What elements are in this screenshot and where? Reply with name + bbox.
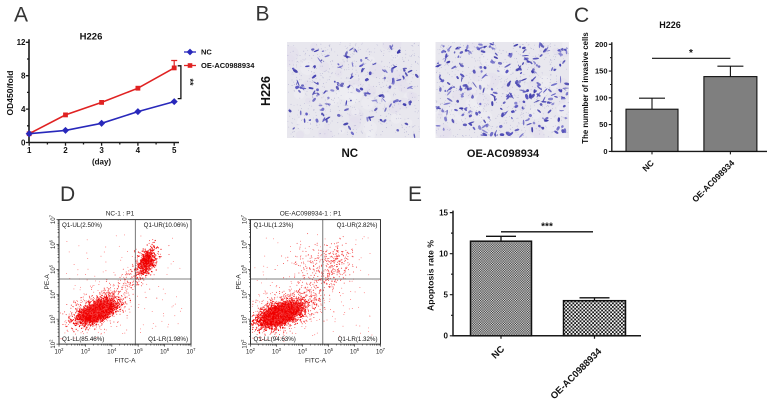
svg-text:C: C bbox=[574, 4, 589, 27]
svg-text:106: 106 bbox=[49, 239, 58, 249]
svg-text:FITC-A: FITC-A bbox=[115, 358, 137, 365]
svg-text:Q1-UR(10.06%): Q1-UR(10.06%) bbox=[144, 222, 188, 229]
svg-text:15: 15 bbox=[439, 208, 448, 217]
svg-text:105: 105 bbox=[240, 264, 249, 274]
svg-text:104: 104 bbox=[49, 289, 58, 299]
svg-text:103: 103 bbox=[81, 347, 91, 356]
svg-text:NC-1 : P1: NC-1 : P1 bbox=[106, 211, 135, 218]
svg-text:Q1-UL(1.23%): Q1-UL(1.23%) bbox=[254, 222, 294, 229]
svg-text:10: 10 bbox=[439, 250, 448, 259]
svg-text:PE-A: PE-A bbox=[44, 274, 51, 290]
svg-text:3: 3 bbox=[99, 146, 104, 155]
svg-text:107: 107 bbox=[376, 347, 386, 356]
svg-text:4: 4 bbox=[21, 105, 26, 114]
svg-text:50: 50 bbox=[599, 120, 607, 129]
svg-text:The nunmber of invasive cells: The nunmber of invasive cells bbox=[581, 32, 590, 144]
svg-text:4: 4 bbox=[136, 146, 141, 155]
svg-text:H226: H226 bbox=[80, 32, 103, 43]
svg-text:Apoptosis rate %: Apoptosis rate % bbox=[426, 240, 436, 311]
svg-text:107: 107 bbox=[240, 214, 249, 224]
svg-text:OE-AC098934: OE-AC098934 bbox=[467, 148, 540, 160]
svg-text:8: 8 bbox=[21, 72, 26, 81]
svg-text:150: 150 bbox=[595, 67, 608, 76]
svg-text:2: 2 bbox=[63, 146, 68, 155]
svg-text:PE-A: PE-A bbox=[236, 274, 243, 290]
svg-text:A: A bbox=[14, 4, 28, 27]
svg-text:E: E bbox=[408, 183, 422, 206]
svg-text:102: 102 bbox=[49, 339, 58, 349]
svg-text:OE-AC098934-1 : P1: OE-AC098934-1 : P1 bbox=[280, 211, 342, 218]
svg-text:107: 107 bbox=[186, 347, 196, 356]
svg-text:5: 5 bbox=[172, 146, 177, 155]
svg-text:106: 106 bbox=[160, 347, 170, 356]
svg-text:104: 104 bbox=[240, 289, 249, 299]
svg-text:103: 103 bbox=[49, 314, 58, 324]
svg-text:104: 104 bbox=[298, 347, 308, 356]
svg-text:104: 104 bbox=[107, 347, 117, 356]
svg-text:0: 0 bbox=[603, 147, 607, 156]
svg-text:106: 106 bbox=[240, 239, 249, 249]
svg-text:103: 103 bbox=[272, 347, 282, 356]
svg-text:200: 200 bbox=[595, 40, 608, 49]
svg-text:H226: H226 bbox=[259, 76, 273, 106]
svg-text:105: 105 bbox=[134, 347, 144, 356]
svg-text:0: 0 bbox=[444, 332, 449, 341]
svg-text:107: 107 bbox=[49, 214, 58, 224]
svg-text:105: 105 bbox=[49, 264, 58, 274]
svg-text:B: B bbox=[256, 3, 270, 26]
svg-text:102: 102 bbox=[246, 347, 256, 356]
svg-text:NC: NC bbox=[341, 148, 358, 160]
svg-text:Q1-UL(2.50%): Q1-UL(2.50%) bbox=[62, 222, 102, 229]
svg-text:102: 102 bbox=[240, 339, 249, 349]
svg-text:OE-AC0988934: OE-AC0988934 bbox=[201, 61, 255, 70]
svg-text:100: 100 bbox=[595, 93, 608, 102]
svg-text:OD450/fold: OD450/fold bbox=[5, 71, 15, 116]
svg-text:105: 105 bbox=[324, 347, 334, 356]
svg-text:Q1-LR(1.98%): Q1-LR(1.98%) bbox=[148, 336, 188, 343]
svg-text:103: 103 bbox=[240, 314, 249, 324]
svg-text:1: 1 bbox=[27, 146, 32, 155]
svg-text:106: 106 bbox=[350, 347, 360, 356]
svg-text:H226: H226 bbox=[659, 20, 681, 30]
svg-text:Q1-UR(2.82%): Q1-UR(2.82%) bbox=[337, 222, 378, 229]
svg-text:***: *** bbox=[541, 222, 553, 233]
svg-text:5: 5 bbox=[444, 291, 449, 300]
svg-text:D: D bbox=[60, 183, 75, 206]
svg-text:Q1-LR(1.32%): Q1-LR(1.32%) bbox=[338, 336, 378, 343]
svg-text:0: 0 bbox=[21, 138, 26, 147]
svg-text:(day): (day) bbox=[92, 157, 111, 166]
svg-text:*: * bbox=[689, 48, 693, 59]
svg-text:Q1-LL(94.63%): Q1-LL(94.63%) bbox=[254, 336, 296, 343]
svg-text:**: ** bbox=[185, 78, 195, 86]
svg-text:102: 102 bbox=[54, 347, 64, 356]
svg-text:12: 12 bbox=[17, 38, 26, 47]
svg-text:Q1-LL(85.46%): Q1-LL(85.46%) bbox=[62, 336, 104, 343]
svg-text:FITC-A: FITC-A bbox=[305, 358, 327, 365]
svg-text:NC: NC bbox=[201, 48, 212, 57]
